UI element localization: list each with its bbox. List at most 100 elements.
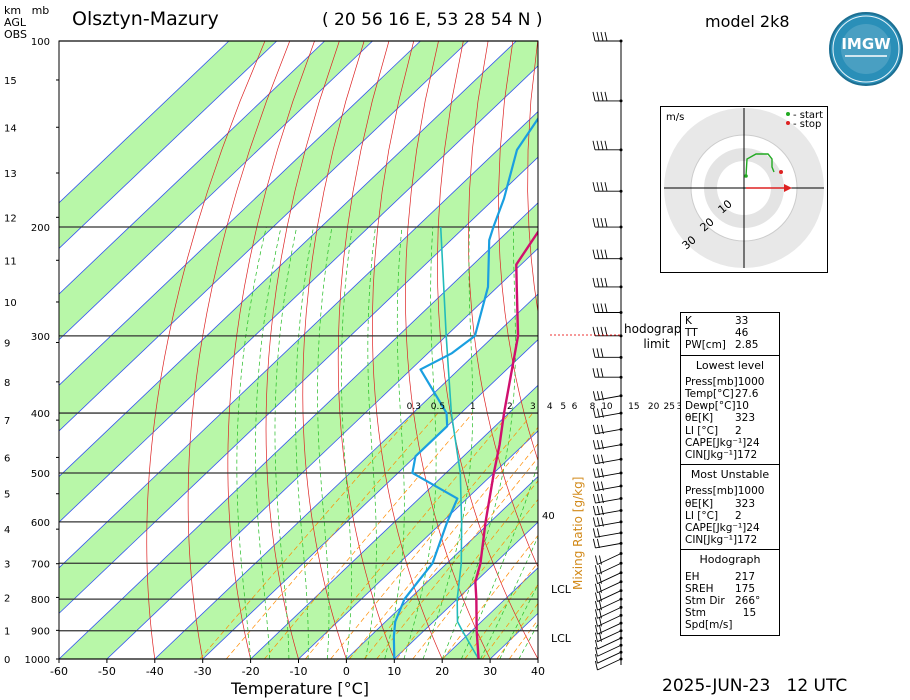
wind-barb-flag xyxy=(592,91,596,101)
stat-row: EH 217 xyxy=(685,570,756,583)
wind-barb-flag xyxy=(600,326,604,336)
km-tick-label: 3 xyxy=(4,560,10,571)
wind-barb-flag xyxy=(592,303,596,313)
wind-barb-flag xyxy=(604,217,608,228)
wind-barb-flag xyxy=(600,493,604,504)
isotherm-line xyxy=(59,202,538,659)
hodograph-stop-marker xyxy=(786,121,790,125)
km-tick-label: 5 xyxy=(4,490,10,501)
isotherm-line xyxy=(298,430,538,659)
dry-adiabat xyxy=(372,41,443,659)
hodograph-legend-start: - start xyxy=(793,110,823,121)
km-tick-label: 10 xyxy=(4,298,17,309)
wind-barb-flag xyxy=(600,91,604,101)
wind-barb-flag xyxy=(596,440,600,450)
wind-barb-flag xyxy=(598,601,602,611)
stat-row: CIN[Jkg⁻¹] 172 xyxy=(685,534,758,547)
wind-barb-flag xyxy=(600,217,604,228)
stat-row: TT 46 xyxy=(685,327,749,340)
valid-time: 2025-JUN-23 12 UTC xyxy=(662,676,847,696)
wind-barb-flag xyxy=(592,140,596,150)
wind-barb-flag xyxy=(600,303,604,313)
isotherm-line xyxy=(59,41,278,249)
dry-adiabat xyxy=(527,41,538,315)
mixing-ratio-tick-label: 4 xyxy=(547,402,553,412)
temp-tick-label: 40 xyxy=(531,665,545,678)
isotherm-line xyxy=(59,156,538,614)
station-title: Olsztyn-Mazury xyxy=(72,8,219,30)
isotherm-line xyxy=(59,41,373,341)
model-name: model 2k8 xyxy=(705,12,790,31)
wind-barb-flag xyxy=(596,454,600,464)
height-units: km mb AGL OBS xyxy=(4,5,49,41)
wind-barb-flag xyxy=(594,617,598,627)
wind-barb-flag xyxy=(592,454,596,464)
stat-row: LI [°C] 2 xyxy=(685,424,742,437)
wind-barb-flag xyxy=(600,391,604,401)
moist-adiabat xyxy=(384,227,405,659)
stats-hodograph: Hodograph EH 217 SREH 175 Stm Dir 266° Stm … xyxy=(681,549,779,634)
wind-barb-flag xyxy=(592,538,596,548)
moist-adiabat xyxy=(274,226,298,659)
wind-barb-flag xyxy=(592,528,596,538)
isotherm-band xyxy=(59,111,538,614)
wind-barb-flag xyxy=(600,454,604,464)
wind-barb-flag xyxy=(598,555,602,565)
units-obs: OBS xyxy=(4,28,27,41)
imgw-logo: IMGW xyxy=(829,12,903,86)
km-tick-label: 1 xyxy=(4,626,10,637)
wind-barb-shaft xyxy=(597,644,622,657)
pressure-tick-label: 600 xyxy=(31,518,50,529)
mixing-ratio-tick-label: 15 xyxy=(628,402,639,412)
temp-tick-label: -60 xyxy=(50,665,68,678)
stat-row: Temp[°C] 27.6 xyxy=(685,388,759,401)
station-coords: ( 20 56 16 E, 53 28 54 N ) xyxy=(322,10,543,30)
wind-barb-flag xyxy=(596,249,600,259)
wind-barb-flag xyxy=(592,31,596,42)
wind-barb-flag xyxy=(594,647,598,657)
wind-barb-flag xyxy=(592,217,596,228)
stat-row: PW[cm] 2.85 xyxy=(685,339,759,352)
temp-tick-label: -50 xyxy=(98,665,116,678)
lcl-label-lower: LCL xyxy=(551,632,572,645)
hodograph-panel: m/s - start - stop 10 20 30 xyxy=(660,106,828,273)
wind-barb-flag xyxy=(594,565,598,575)
mixing-ratio-tick-label: 6 xyxy=(572,402,578,412)
wind-barb-flag xyxy=(600,182,604,192)
wind-barb-flag xyxy=(598,583,602,593)
wind-barb-flag xyxy=(600,368,604,378)
stat-row: θE[K] 323 xyxy=(685,412,756,425)
wind-barb-flag xyxy=(598,592,602,602)
temp-tick-label: 0 xyxy=(343,665,350,678)
profiles xyxy=(392,116,538,659)
wind-barb-flag xyxy=(594,574,598,584)
dry-adiabat xyxy=(302,41,365,659)
isotherms xyxy=(59,41,538,659)
wind-barb-flag xyxy=(592,468,596,478)
lcl-label-upper: LCL xyxy=(551,583,572,596)
wind-barb-flag xyxy=(592,493,596,504)
stats-most-unstable: Most Unstable Press[mb] 1000 θE[K] 323 LI … xyxy=(681,464,779,549)
wind-barb-flag xyxy=(596,182,600,192)
stat-row: CAPE[Jkg⁻¹] 24 xyxy=(685,522,760,535)
wind-barb-flag xyxy=(596,517,600,527)
dry-adiabat xyxy=(227,41,315,659)
wind-barb-flag xyxy=(600,140,604,150)
isotherm-line xyxy=(59,111,538,569)
mixing-ratio-tick-label: 0.5 xyxy=(431,402,445,412)
wind-barb-flag xyxy=(600,424,604,434)
km-tick-label: 15 xyxy=(4,76,17,87)
isotherm-band xyxy=(59,41,538,523)
moist-adiabat xyxy=(236,226,267,659)
wind-barb-flag xyxy=(596,528,600,538)
km-tick-label: 12 xyxy=(4,213,17,224)
wind-barb-flag xyxy=(594,654,598,664)
wind-barb-flag xyxy=(600,517,604,527)
isotherm-line xyxy=(202,339,538,659)
wind-barb-flag xyxy=(600,348,604,358)
mixing-ratio-axis-label: Mixing Ratio [g/kg] xyxy=(571,477,585,590)
wind-barb-shaft xyxy=(597,658,622,671)
mixing-ratio-tick-label: 8 xyxy=(590,402,596,412)
wind-barb-flag xyxy=(598,617,602,627)
wind-barb-flag xyxy=(594,609,598,619)
